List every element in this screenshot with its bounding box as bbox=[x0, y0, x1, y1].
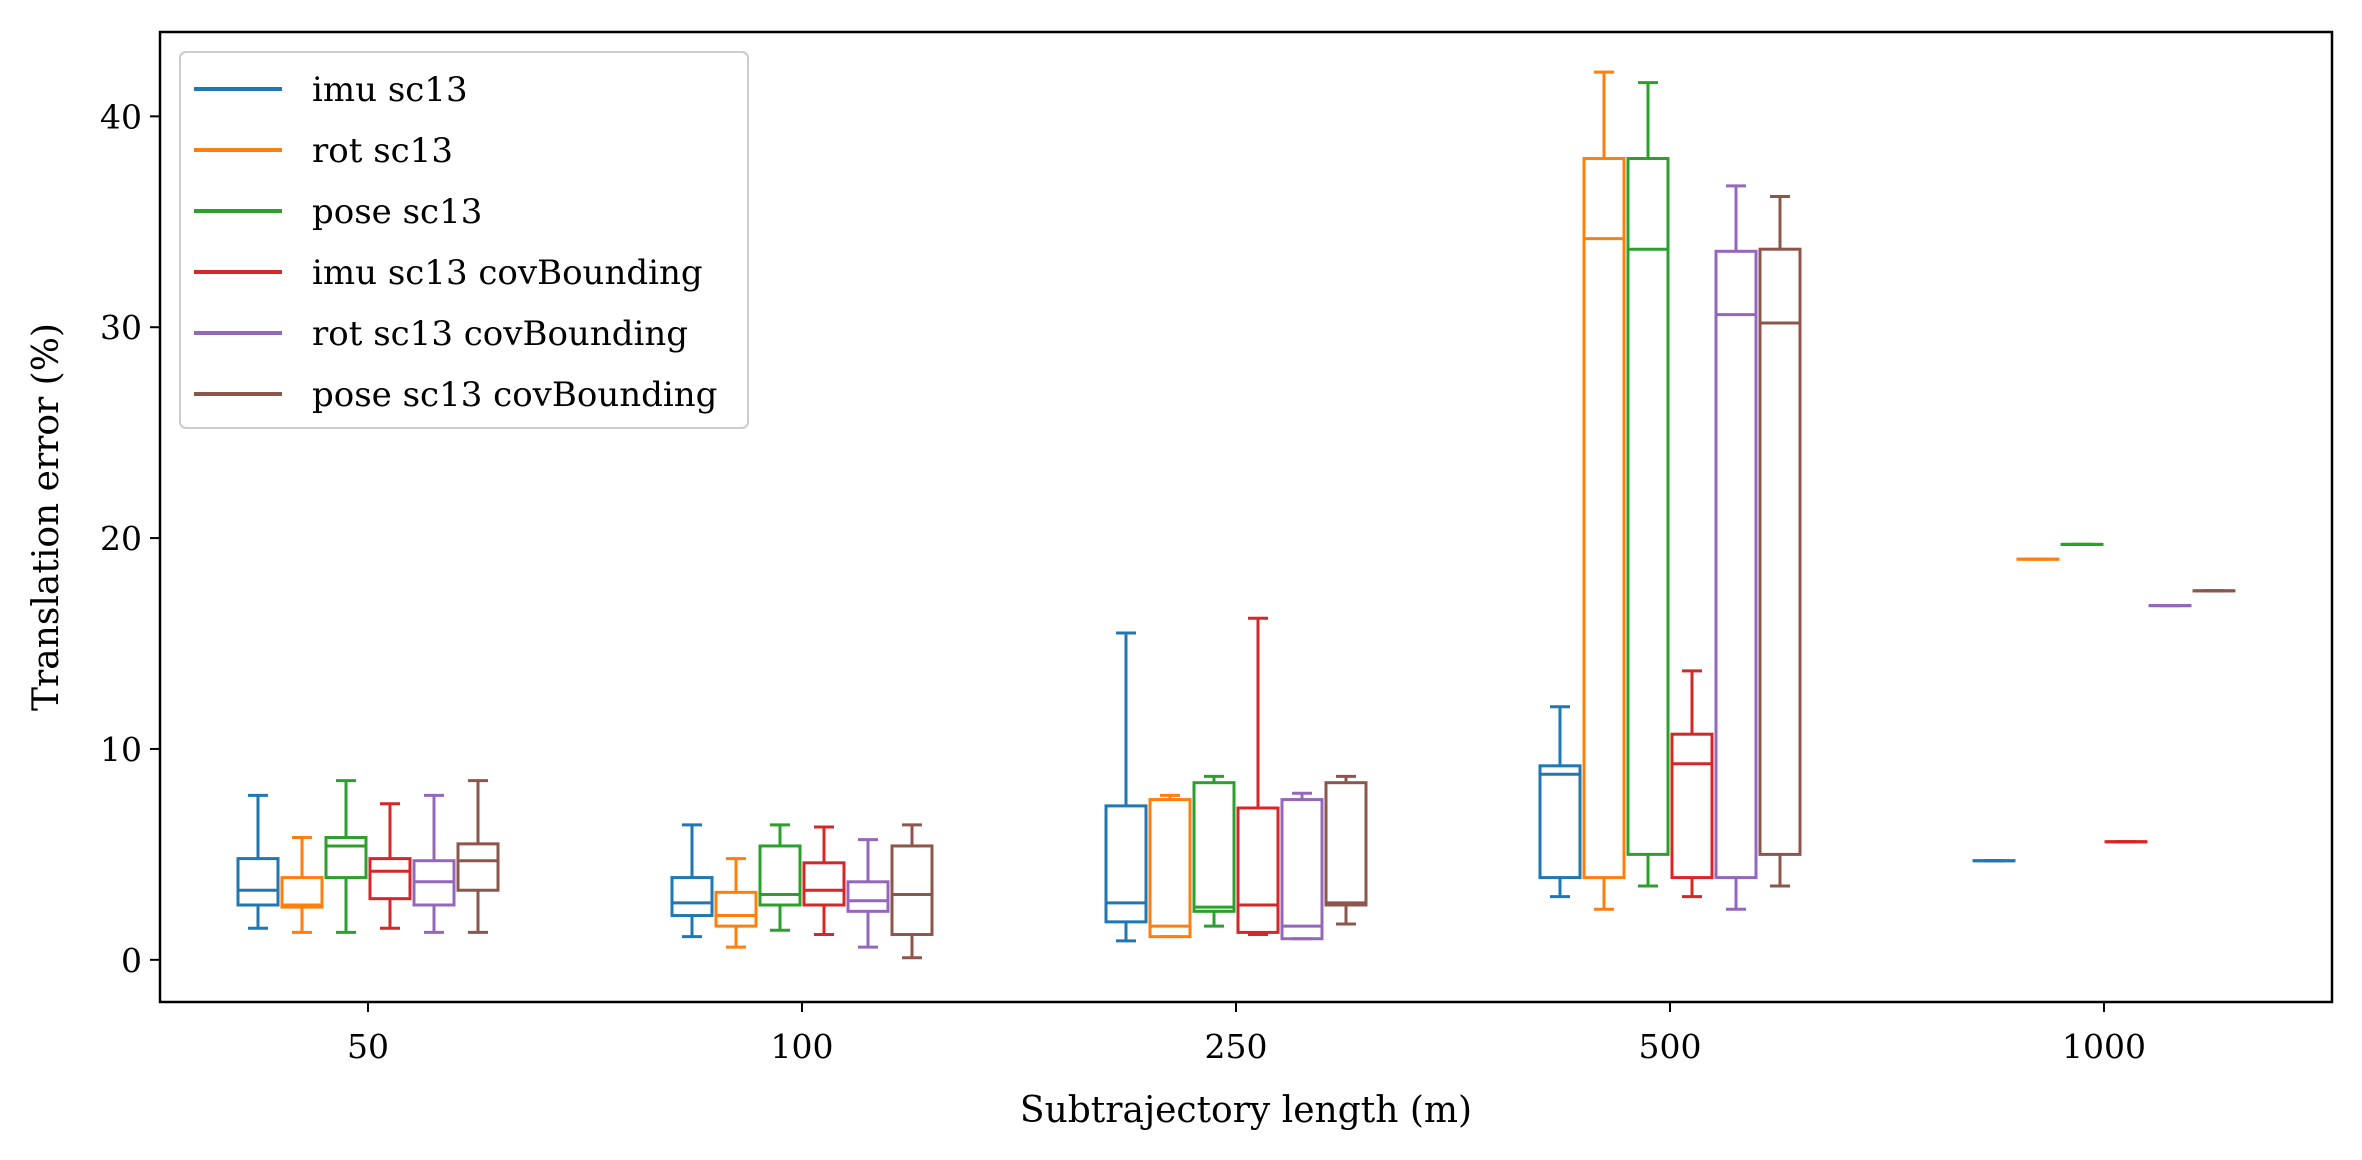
box-rot-sc13-50 bbox=[280, 836, 324, 934]
box-iqr bbox=[1670, 732, 1714, 880]
legend: imu sc13 rot sc13 pose sc13 imu sc13 covBou… bbox=[179, 51, 749, 429]
box-iqr bbox=[1626, 157, 1670, 856]
box-imu-sc13-covBounding-500 bbox=[1670, 669, 1714, 899]
box-iqr bbox=[236, 857, 280, 907]
x-axis: 50 100 250 500 1000 bbox=[347, 1002, 2146, 1066]
box-pose-sc13-250 bbox=[1192, 774, 1236, 928]
box-iqr bbox=[714, 890, 758, 928]
boxes-layer bbox=[236, 70, 2236, 960]
box-rot-sc13-covBounding-500 bbox=[1714, 184, 1758, 911]
box-imu-sc13-covBounding-50 bbox=[368, 802, 412, 930]
box-iqr bbox=[670, 876, 714, 918]
box-pose-sc13-covBounding-500 bbox=[1758, 194, 1802, 888]
box-pose-sc13-covBounding-100 bbox=[890, 823, 934, 960]
box-iqr bbox=[890, 844, 934, 937]
x-tick-label: 250 bbox=[1205, 1027, 1268, 1066]
box-rot-sc13-100 bbox=[714, 857, 758, 949]
box-imu-sc13-100 bbox=[670, 823, 714, 939]
y-tick-label: 40 bbox=[100, 97, 142, 136]
box-pose-sc13-500 bbox=[1626, 81, 1670, 888]
box-iqr bbox=[324, 836, 368, 880]
legend-frame bbox=[179, 51, 749, 429]
legend-label: imu sc13 covBounding bbox=[312, 253, 703, 293]
box-iqr bbox=[1192, 781, 1236, 913]
x-tick-label: 100 bbox=[771, 1027, 834, 1066]
x-axis-label: Subtrajectory length (m) bbox=[1020, 1090, 1472, 1131]
box-iqr bbox=[280, 876, 324, 909]
box-iqr bbox=[1582, 157, 1626, 880]
box-iqr bbox=[1148, 798, 1192, 939]
legend-label: rot sc13 covBounding bbox=[312, 314, 688, 354]
box-rot-sc13-500 bbox=[1582, 70, 1626, 911]
box-imu-sc13-500 bbox=[1538, 705, 1582, 899]
y-tick-label: 0 bbox=[121, 941, 142, 980]
y-tick-label: 20 bbox=[100, 519, 142, 558]
box-imu-sc13-covBounding-250 bbox=[1236, 616, 1280, 937]
box-iqr bbox=[846, 880, 890, 913]
legend-label: pose sc13 bbox=[312, 192, 482, 232]
box-rot-sc13-250 bbox=[1148, 793, 1192, 939]
box-pose-sc13-covBounding-250 bbox=[1324, 774, 1368, 926]
legend-label: rot sc13 bbox=[312, 131, 453, 171]
box-rot-sc13-covBounding-100 bbox=[846, 838, 890, 949]
y-tick-label: 10 bbox=[100, 730, 142, 769]
box-iqr bbox=[1758, 247, 1802, 856]
y-axis: 0 10 20 30 40 bbox=[100, 97, 160, 980]
box-iqr bbox=[758, 844, 802, 907]
box-imu-sc13-covBounding-100 bbox=[802, 825, 846, 937]
box-imu-sc13-250 bbox=[1104, 631, 1148, 943]
box-iqr bbox=[1236, 806, 1280, 934]
box-iqr bbox=[1104, 804, 1148, 924]
box-iqr bbox=[1324, 781, 1368, 907]
y-axis-label: Translation error (%) bbox=[26, 323, 67, 711]
y-tick-label: 30 bbox=[100, 308, 142, 347]
x-tick-label: 1000 bbox=[2062, 1027, 2146, 1066]
box-iqr bbox=[456, 842, 500, 892]
box-pose-sc13-100 bbox=[758, 823, 802, 932]
box-pose-sc13-covBounding-50 bbox=[456, 779, 500, 934]
box-iqr bbox=[802, 861, 846, 907]
box-iqr bbox=[1280, 798, 1324, 941]
plot-frame bbox=[158, 30, 2334, 1004]
box-imu-sc13-50 bbox=[236, 793, 280, 930]
box-iqr bbox=[1538, 764, 1582, 880]
x-tick-label: 500 bbox=[1639, 1027, 1702, 1066]
legend-label: pose sc13 covBounding bbox=[312, 375, 717, 415]
x-tick-label: 50 bbox=[347, 1027, 389, 1066]
box-iqr bbox=[1714, 249, 1758, 880]
box-pose-sc13-50 bbox=[324, 779, 368, 934]
box-rot-sc13-covBounding-50 bbox=[412, 793, 456, 934]
legend-label: imu sc13 bbox=[312, 70, 468, 110]
box-iqr bbox=[368, 857, 412, 901]
box-rot-sc13-covBounding-250 bbox=[1280, 791, 1324, 941]
